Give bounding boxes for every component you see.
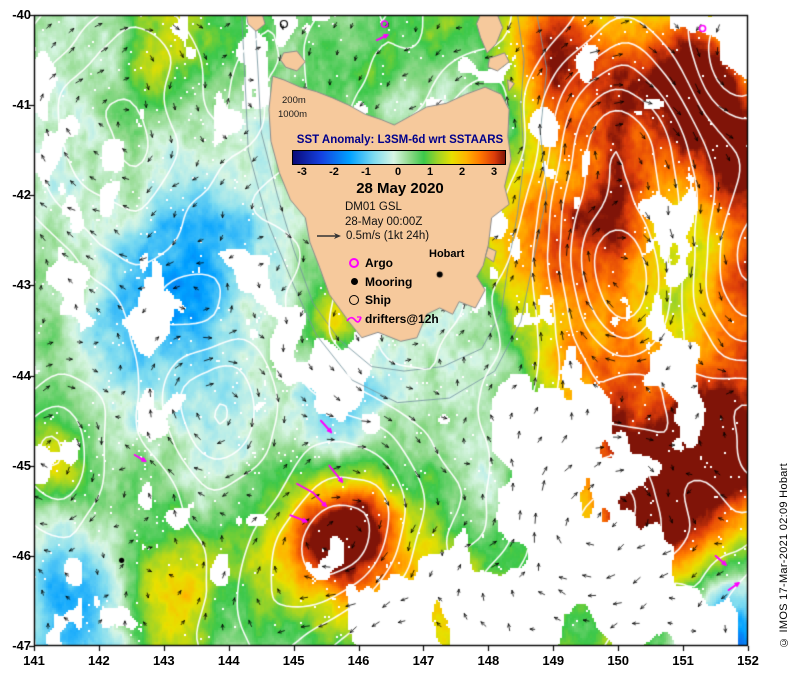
colorbar-tick-label: -1 [361, 166, 371, 178]
colorbar-tick-label: 0 [394, 166, 402, 178]
colorbar-tick-label: 2 [458, 166, 466, 178]
copyright-credit: © IMOS 17-Mar-2021 02:09 Hobart [778, 462, 790, 648]
legend-item-mooring: Mooring [346, 273, 439, 292]
map-date: 28 May 2020 [356, 180, 444, 197]
product-label: DM01 GSL [345, 201, 402, 213]
mooring-icon [346, 278, 362, 286]
ship-icon [346, 295, 362, 306]
legend-item-drifters-12h: drifters@12h [346, 310, 439, 329]
hobart-label: Hobart [429, 248, 465, 260]
colorbar-tick-label: 3 [490, 166, 498, 178]
colorbar-tick-label: -2 [329, 166, 339, 178]
colorbar-tick-label: -3 [297, 166, 307, 178]
legend-item-label: drifters@12h [365, 311, 439, 326]
colorbar [292, 150, 506, 165]
legend-item-label: Ship [365, 293, 391, 308]
colorbar-tick-label: 1 [426, 166, 434, 178]
drifter-icon [346, 314, 362, 324]
analysis-time-label: 28-May 00:00Z [345, 216, 423, 228]
depth-200m-label: 200m [282, 95, 306, 106]
argo-icon [346, 258, 362, 269]
legend-item-label: Mooring [365, 274, 413, 289]
map-legend: Argo Mooring Ship drifters@12h [346, 254, 439, 328]
colorbar-tick-labels: -3 -2 -1 0 1 2 3 [292, 166, 504, 179]
legend-item-ship: Ship [346, 291, 439, 310]
depth-1000m-label: 1000m [278, 109, 308, 120]
vector-scale-arrow-icon [317, 233, 341, 239]
colorbar-title: SST Anomaly: L3SM-6d wrt SSTAARS [296, 134, 504, 146]
vector-scale-line: 0.5m/s (1kt 24h) [316, 230, 429, 242]
legend-item-label: Argo [365, 256, 393, 271]
vector-scale-label: 0.5m/s (1kt 24h) [346, 230, 430, 242]
legend-item-argo: Argo [346, 254, 439, 273]
